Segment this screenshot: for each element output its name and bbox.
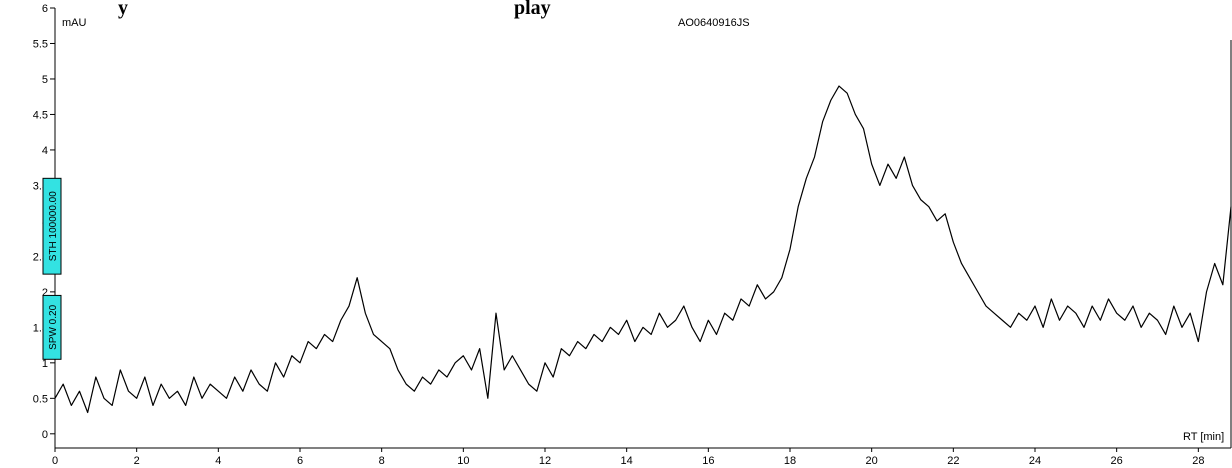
y-tick-label: 0.5 <box>33 393 48 405</box>
x-tick-label: 14 <box>621 455 633 467</box>
y-tick-label: 1 <box>42 358 48 370</box>
parameter-box <box>42 177 62 275</box>
x-axis-label: RT [min] <box>1183 431 1224 443</box>
x-tick-label: 2 <box>134 455 140 467</box>
parameter-box-label: STH 100000.00 <box>48 191 59 261</box>
x-tick-label: 24 <box>1029 455 1041 467</box>
x-tick-label: 16 <box>702 455 714 467</box>
x-tick-label: 10 <box>457 455 469 467</box>
y-axis-label: mAU <box>62 17 87 29</box>
x-tick-label: 0 <box>52 455 58 467</box>
x-tick-label: 26 <box>1111 455 1123 467</box>
sample-name-label: AO0640916JS <box>678 17 750 29</box>
y-tick-label: 6 <box>42 3 48 15</box>
x-tick-label: 12 <box>539 455 551 467</box>
y-tick-label: 5.5 <box>33 38 48 50</box>
x-tick-label: 4 <box>215 455 221 467</box>
top-title-fragment-right: play <box>514 0 551 19</box>
chromatogram-trace <box>54 85 1232 414</box>
x-tick-label: 20 <box>866 455 878 467</box>
top-title-fragment-left: y <box>118 0 128 19</box>
y-tick-label: 2 <box>42 287 48 299</box>
y-tick-label: 5 <box>42 74 48 86</box>
parameter-box <box>42 294 62 360</box>
y-tick-label: 4.5 <box>33 109 48 121</box>
parameter-box-label: SPW 0.20 <box>48 304 59 349</box>
x-tick-label: 28 <box>1192 455 1204 467</box>
y-tick-label: 0 <box>42 429 48 441</box>
y-tick-label: 4 <box>42 145 48 157</box>
x-tick-label: 8 <box>379 455 385 467</box>
x-tick-label: 6 <box>297 455 303 467</box>
x-tick-label: 18 <box>784 455 796 467</box>
chart-layer: 00.511.522.533.544.555.56024681012141618… <box>33 3 1232 467</box>
x-tick-label: 22 <box>947 455 959 467</box>
